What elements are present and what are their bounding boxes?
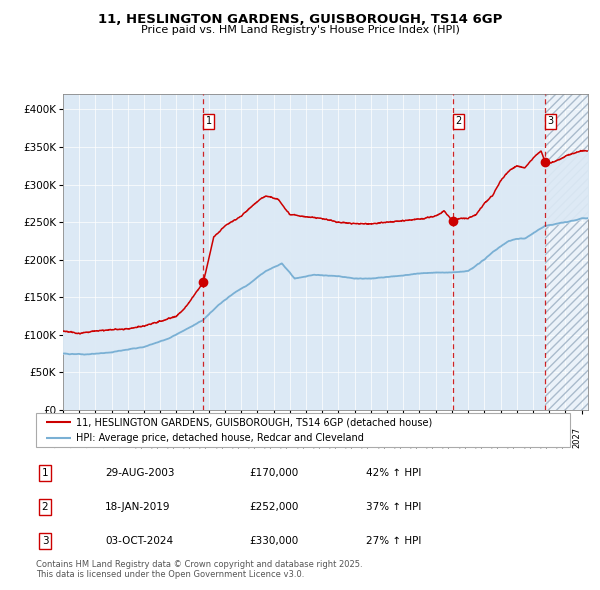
Text: 2010: 2010: [297, 427, 306, 448]
Text: 2017: 2017: [410, 427, 419, 448]
Text: 2023: 2023: [508, 427, 517, 448]
Text: 11, HESLINGTON GARDENS, GUISBOROUGH, TS14 6GP (detached house): 11, HESLINGTON GARDENS, GUISBOROUGH, TS1…: [76, 417, 432, 427]
Text: 2008: 2008: [265, 427, 274, 448]
Text: 27% ↑ HPI: 27% ↑ HPI: [366, 536, 421, 546]
Text: 2001: 2001: [151, 427, 160, 448]
Text: 2007: 2007: [248, 427, 257, 448]
Text: 2018: 2018: [427, 427, 436, 448]
Text: Price paid vs. HM Land Registry's House Price Index (HPI): Price paid vs. HM Land Registry's House …: [140, 25, 460, 35]
Text: £170,000: £170,000: [249, 468, 298, 477]
Text: 1996: 1996: [70, 427, 79, 448]
Text: £252,000: £252,000: [249, 502, 298, 512]
Text: 2000: 2000: [135, 427, 144, 448]
Text: £330,000: £330,000: [249, 536, 298, 546]
Text: 2027: 2027: [572, 427, 581, 448]
Text: 1997: 1997: [86, 427, 95, 448]
Text: 11, HESLINGTON GARDENS, GUISBOROUGH, TS14 6GP: 11, HESLINGTON GARDENS, GUISBOROUGH, TS1…: [98, 13, 502, 26]
Text: 2003: 2003: [184, 427, 193, 448]
Text: 2009: 2009: [281, 427, 290, 448]
Text: 2002: 2002: [167, 427, 176, 448]
Text: 2025: 2025: [540, 427, 549, 448]
Text: 42% ↑ HPI: 42% ↑ HPI: [366, 468, 421, 477]
Text: 03-OCT-2024: 03-OCT-2024: [105, 536, 173, 546]
Text: 2024: 2024: [524, 427, 533, 448]
Text: 2: 2: [41, 502, 49, 512]
Text: 2005: 2005: [216, 427, 225, 448]
Text: 1998: 1998: [103, 427, 112, 448]
Text: 2022: 2022: [491, 427, 500, 448]
Text: 2019: 2019: [443, 427, 452, 448]
Text: HPI: Average price, detached house, Redcar and Cleveland: HPI: Average price, detached house, Redc…: [76, 433, 364, 443]
Text: 29-AUG-2003: 29-AUG-2003: [105, 468, 175, 477]
Text: 2: 2: [455, 116, 461, 126]
Text: 2021: 2021: [475, 427, 484, 448]
Text: 2006: 2006: [232, 427, 241, 448]
Text: 1: 1: [41, 468, 49, 477]
Text: 2015: 2015: [378, 427, 387, 448]
Text: 18-JAN-2019: 18-JAN-2019: [105, 502, 170, 512]
Text: 2004: 2004: [200, 427, 209, 448]
Text: Contains HM Land Registry data © Crown copyright and database right 2025.
This d: Contains HM Land Registry data © Crown c…: [36, 560, 362, 579]
Text: 2020: 2020: [459, 427, 468, 448]
Text: 1995: 1995: [54, 427, 63, 448]
Text: 2011: 2011: [313, 427, 322, 448]
Text: 1: 1: [206, 116, 212, 126]
Text: 37% ↑ HPI: 37% ↑ HPI: [366, 502, 421, 512]
Text: 3: 3: [547, 116, 554, 126]
Text: 2013: 2013: [346, 427, 355, 448]
Bar: [545, 94, 588, 410]
Bar: [545, 94, 588, 410]
Text: 2026: 2026: [556, 427, 565, 448]
Text: 1999: 1999: [119, 427, 128, 448]
Text: 2016: 2016: [394, 427, 403, 448]
Text: 3: 3: [41, 536, 49, 546]
Text: 2014: 2014: [362, 427, 371, 448]
FancyBboxPatch shape: [36, 413, 570, 447]
Text: 2012: 2012: [329, 427, 338, 448]
